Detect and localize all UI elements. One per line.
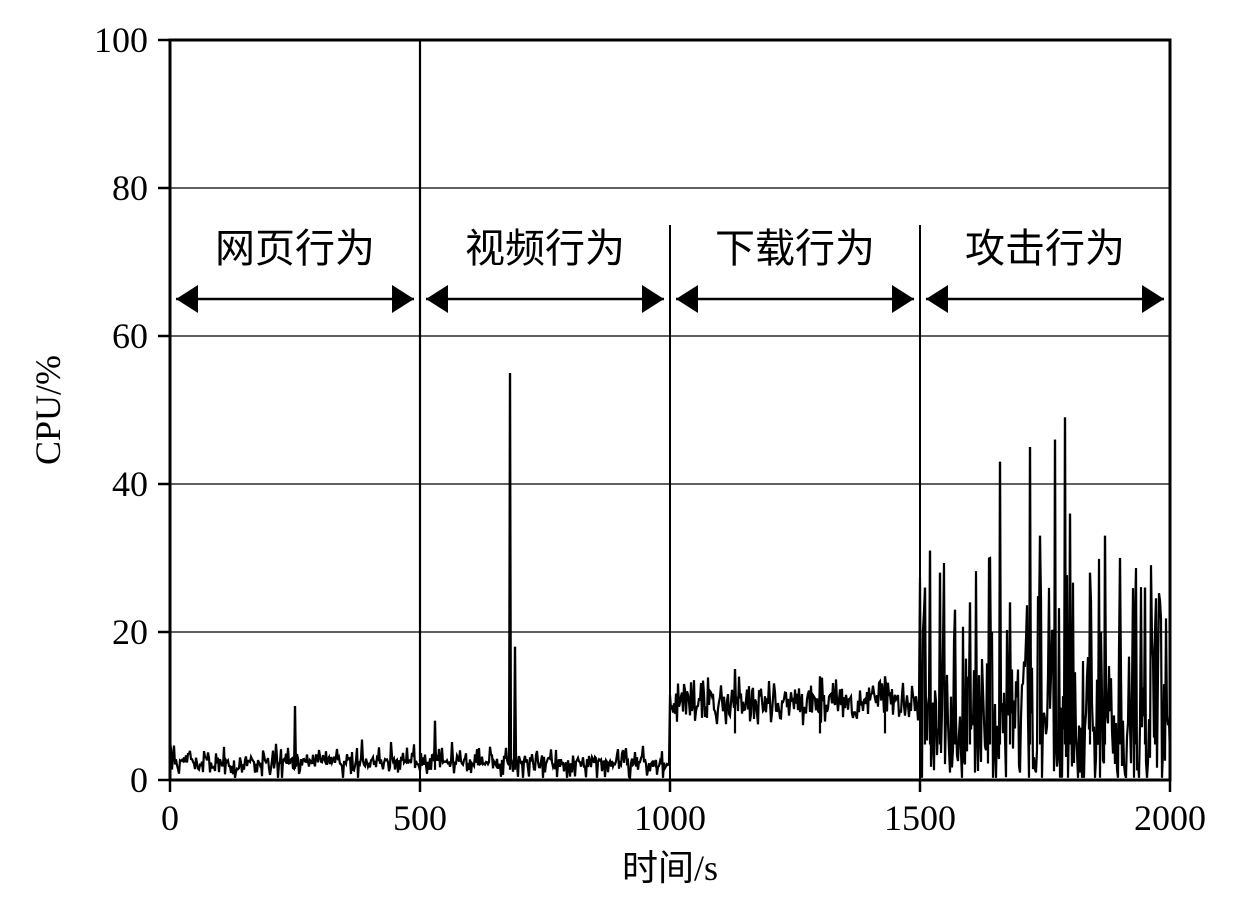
y-tick-label: 60: [112, 316, 148, 356]
y-tick-label: 40: [112, 464, 148, 504]
x-tick-label: 2000: [1134, 798, 1206, 838]
x-axis-label: 时间/s: [622, 848, 718, 888]
region-label: 攻击行为: [965, 226, 1125, 271]
y-tick-label: 80: [112, 168, 148, 208]
y-axis-label: CPU/%: [28, 355, 68, 465]
region-label: 下载行为: [715, 226, 875, 271]
y-tick-label: 20: [112, 612, 148, 652]
x-tick-label: 1500: [884, 798, 956, 838]
region-label: 视频行为: [465, 226, 625, 271]
x-tick-label: 1000: [634, 798, 706, 838]
chart-svg: 0 500 1000 1500 2000 0 20 40 60 80 100 时间/s CPU/% 网页行…: [0, 0, 1240, 920]
cpu-chart: 0 500 1000 1500 2000 0 20 40 60 80 100 时间/s CPU/% 网页行…: [0, 0, 1240, 920]
x-tick-label: 500: [393, 798, 447, 838]
y-tick-label: 100: [94, 20, 148, 60]
x-tick-label: 0: [161, 798, 179, 838]
y-tick-label: 0: [130, 760, 148, 800]
region-label: 网页行为: [215, 226, 375, 271]
